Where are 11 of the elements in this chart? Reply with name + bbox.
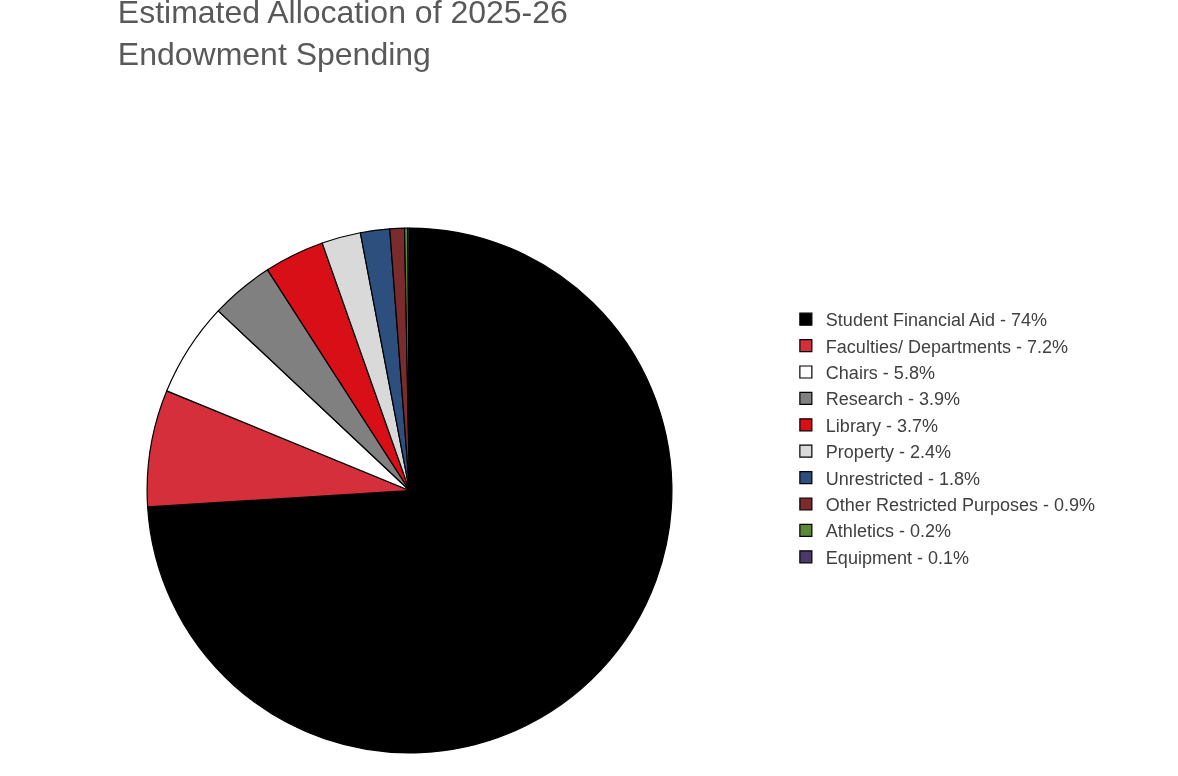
legend-label: Faculties/ Departments - 7.2% <box>825 336 1068 357</box>
legend-label: Property - 2.4% <box>825 442 951 463</box>
legend-label: Athletics - 0.2% <box>825 521 951 542</box>
legend-label: Library - 3.7% <box>825 415 938 436</box>
legend-label: Research - 3.9% <box>825 389 960 410</box>
legend-label: Chairs - 5.8% <box>825 363 935 384</box>
legend-label: Unrestricted - 1.8% <box>825 468 980 489</box>
chart-title: Estimated Allocation of 2025-26 Endowment Spending <box>117 0 568 72</box>
legend-label: Equipment - 0.1% <box>825 547 969 568</box>
legend-label: Student Financial Aid - 74% <box>825 310 1047 331</box>
legend-label: Other Restricted Purposes - 0.9% <box>825 495 1095 516</box>
